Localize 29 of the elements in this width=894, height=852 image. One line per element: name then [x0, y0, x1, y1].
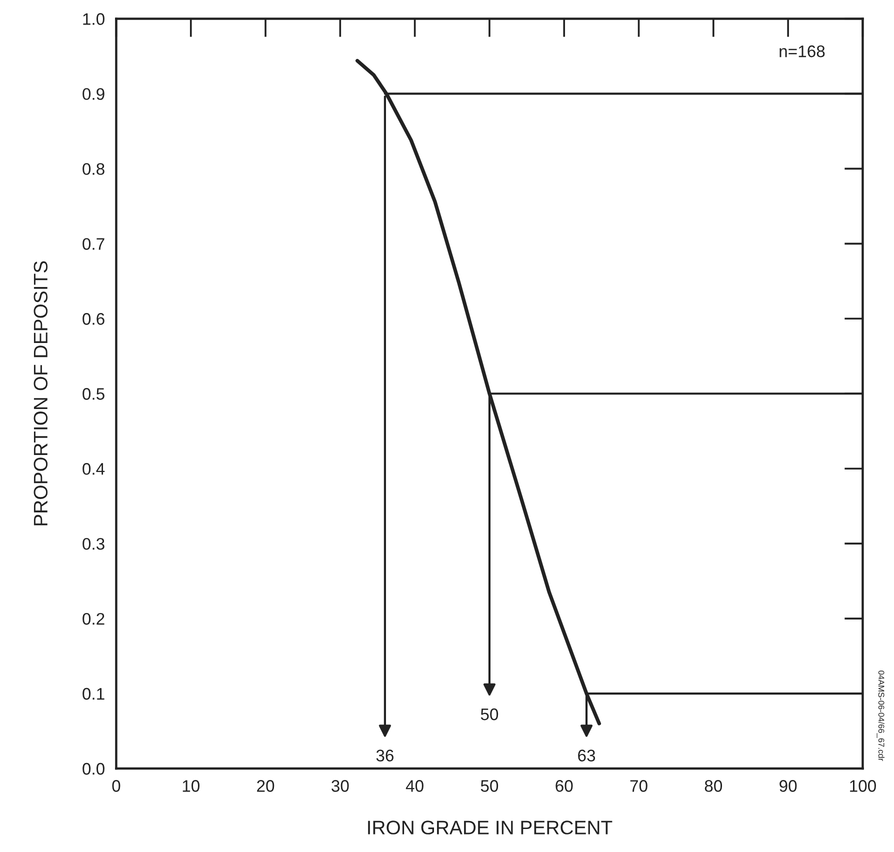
- annotation: 36: [376, 750, 394, 762]
- y-tick-label: 0.6: [82, 313, 104, 325]
- annotation: 50: [480, 708, 498, 720]
- x-tick-label: 70: [630, 780, 648, 792]
- x-tick-label: 40: [406, 780, 424, 792]
- annotation: n=168: [780, 45, 825, 58]
- y-tick-label: 1.0: [83, 13, 104, 25]
- y-tick-label: 0.7: [82, 238, 104, 250]
- y-tick-label: 0.2: [82, 612, 104, 625]
- x-tick-label: 30: [332, 780, 349, 792]
- y-tick-label: 0.1: [82, 688, 104, 700]
- y-tick-label: 0.3: [82, 538, 104, 550]
- y-tick-label: 0.5: [82, 388, 104, 400]
- annotation: 63: [578, 750, 596, 762]
- y-axis-title: PROPORTION OF DEPOSITS: [34, 261, 48, 526]
- x-tick-label: 0: [112, 780, 120, 792]
- x-tick-label: 100: [850, 780, 876, 792]
- x-tick-label: 50: [480, 780, 498, 792]
- y-tick-label: 0.9: [82, 88, 104, 100]
- text: 04AMS-06-04/66_67.cdr: [876, 670, 884, 761]
- x-axis-title: IRON GRADE IN PERCENT: [368, 820, 612, 834]
- x-tick-label: 60: [556, 780, 573, 792]
- y-tick-label: 0.0: [82, 762, 104, 775]
- x-tick-label: 90: [780, 780, 797, 792]
- x-tick-label: 20: [257, 780, 274, 792]
- y-tick-label: 0.8: [82, 163, 104, 175]
- x-tick-label: 10: [182, 780, 200, 792]
- x-tick-label: 80: [704, 780, 722, 792]
- y-tick-label: 0.4: [82, 463, 105, 475]
